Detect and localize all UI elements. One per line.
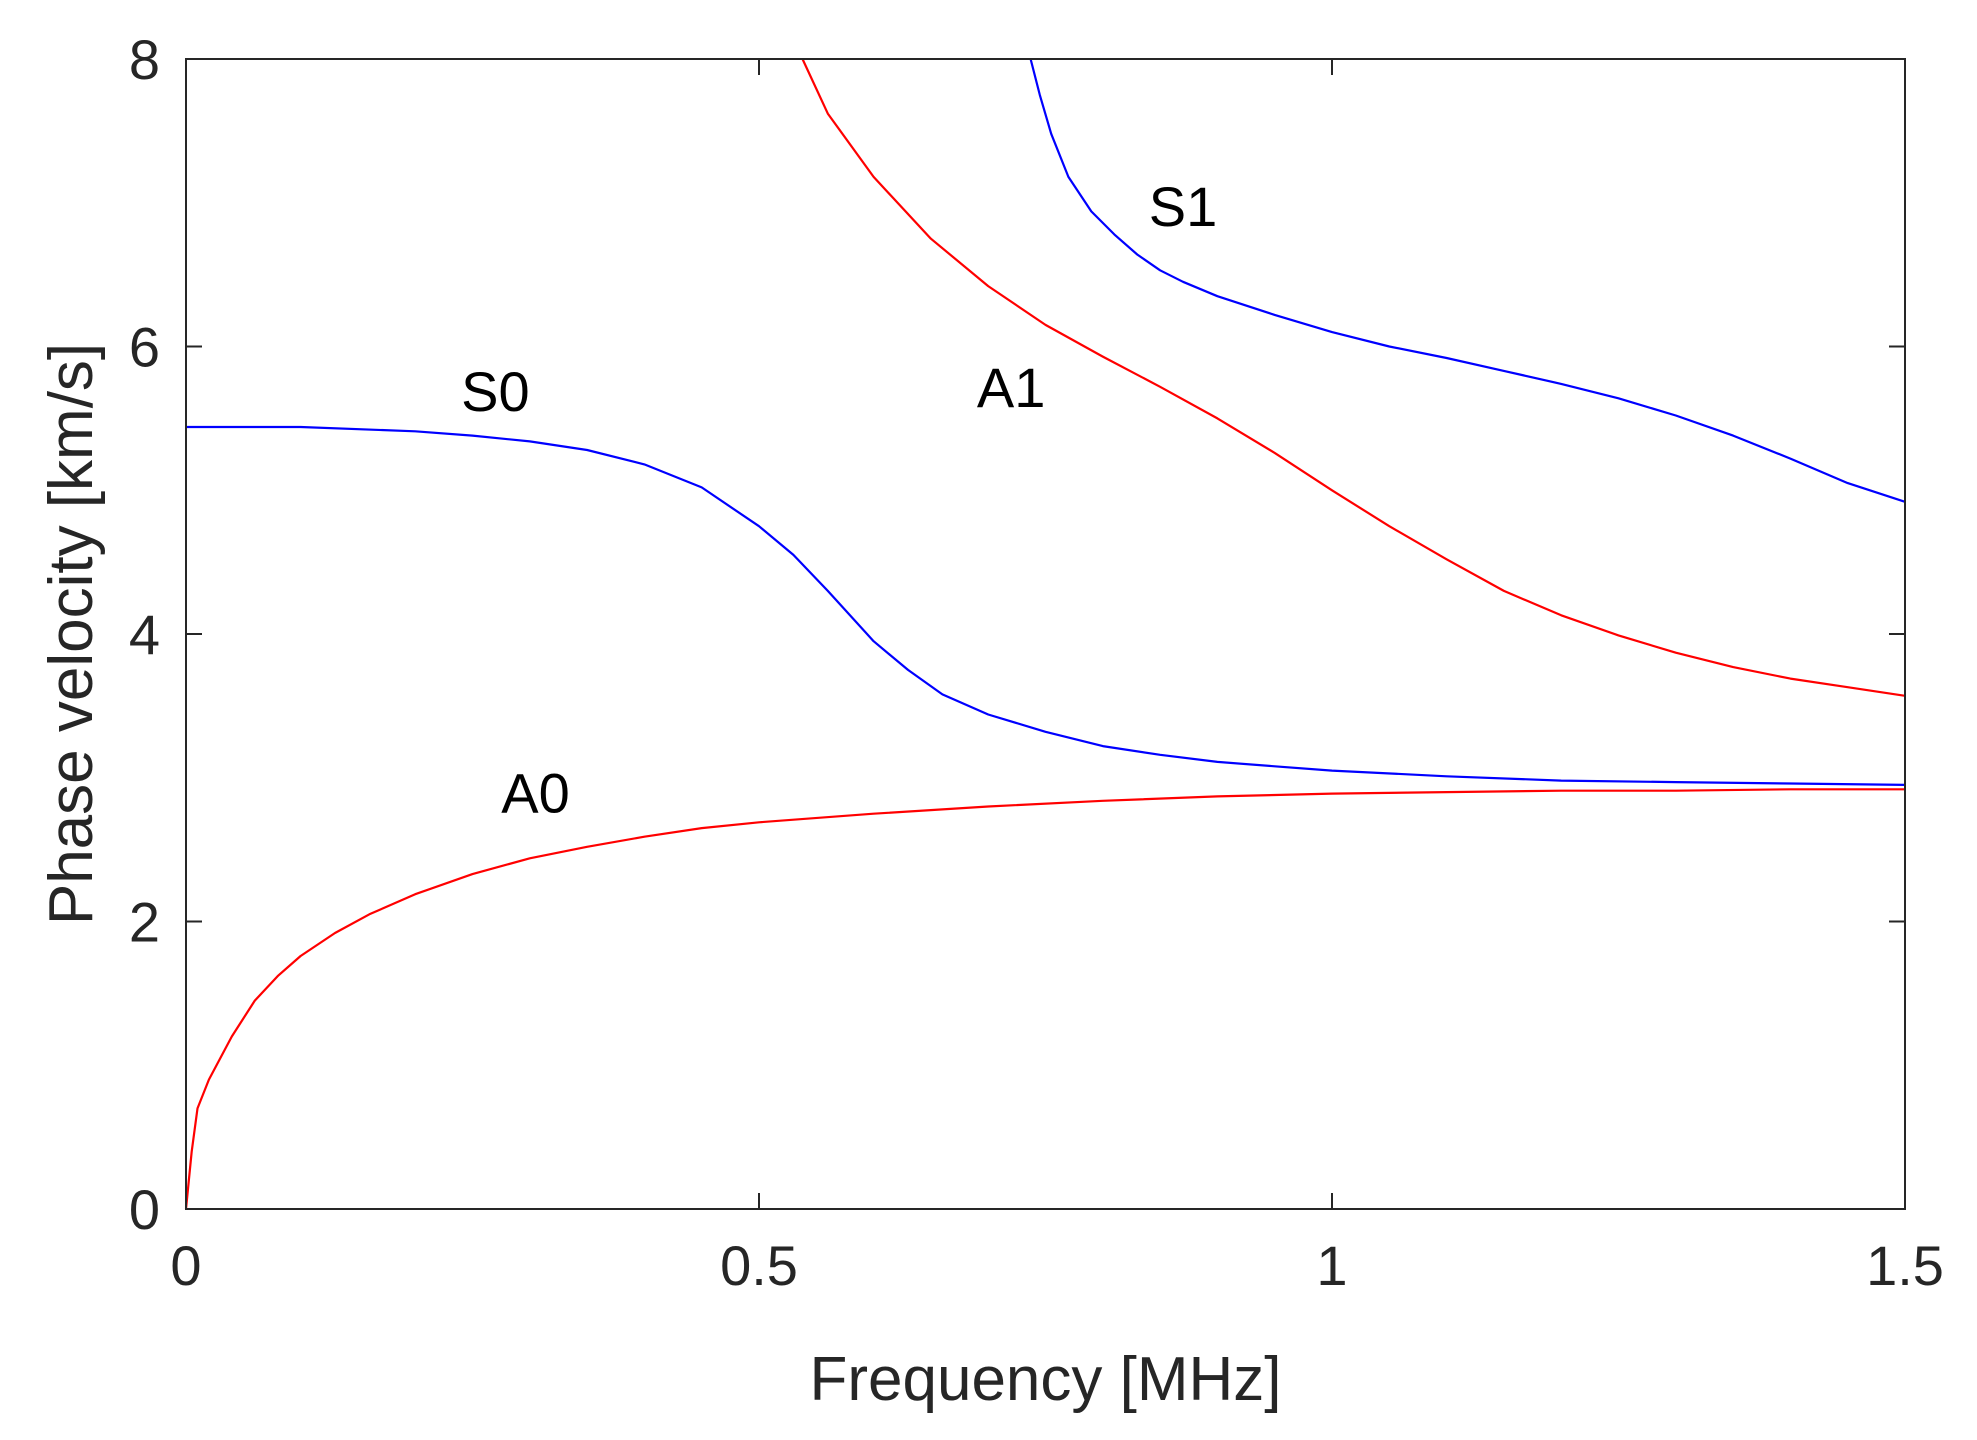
series-line-a0	[184, 788, 1905, 1210]
y-tick-label: 2	[129, 891, 160, 954]
x-tick-label: 1	[1316, 1234, 1347, 1297]
x-tick-label: 0.5	[720, 1234, 798, 1297]
x-tick-label: 1.5	[1866, 1234, 1944, 1297]
curves-layer	[184, 58, 1906, 1210]
curve-label-a1: A1	[977, 356, 1046, 419]
plot-frame	[185, 58, 1906, 1210]
series-line-s0	[186, 425, 1906, 786]
curve-label-s1: S1	[1149, 175, 1218, 238]
series-line-a1	[801, 58, 1906, 697]
y-tick-label: 4	[129, 603, 160, 666]
curve-label-a0: A0	[501, 761, 570, 824]
y-tick-label: 6	[129, 316, 160, 379]
y-tick-label: 0	[129, 1178, 160, 1241]
y-tick-label: 8	[129, 28, 160, 91]
x-axis-label: Frequency [MHz]	[809, 1345, 1281, 1414]
ticks-layer: 0 0.5 1 1.5 0 2 4 6 8	[129, 28, 1944, 1297]
annotations-layer: S0 A0 A1 S1	[461, 175, 1217, 825]
series-line-s1	[1029, 58, 1906, 503]
x-tick-label: 0	[170, 1234, 201, 1297]
curve-label-s0: S0	[461, 360, 530, 423]
y-axis-label: Phase velocity [km/s]	[37, 343, 106, 925]
